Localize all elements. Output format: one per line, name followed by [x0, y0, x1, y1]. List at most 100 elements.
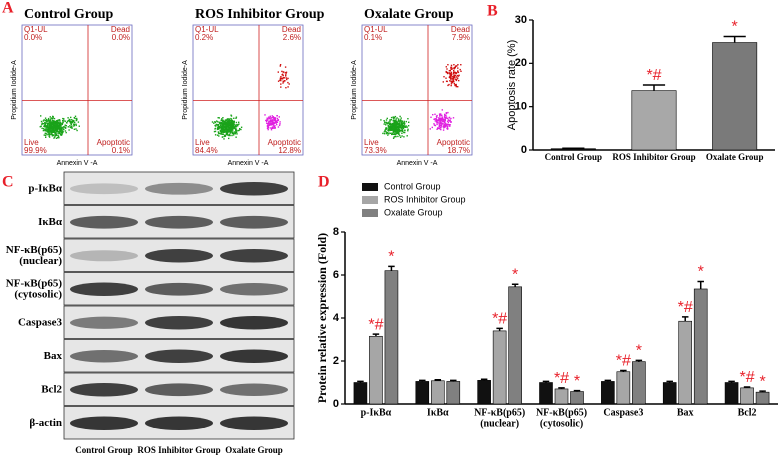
- event-dot: [396, 120, 398, 123]
- event-dot: [390, 128, 392, 131]
- blot-band: [70, 215, 138, 229]
- event-dot: [51, 125, 54, 128]
- event-dot: [445, 77, 447, 79]
- event-dot: [224, 128, 227, 130]
- event-dot: [399, 120, 401, 122]
- error-bar: [666, 380, 673, 383]
- event-dot: [269, 115, 271, 117]
- blot-band: [145, 416, 213, 431]
- event-dot: [441, 118, 443, 121]
- event-dot: [48, 123, 50, 125]
- event-dot: [388, 121, 390, 123]
- event-dot: [287, 77, 289, 80]
- event-dot: [449, 70, 451, 72]
- event-dot: [268, 127, 270, 129]
- event-dot: [401, 120, 404, 123]
- event-dot: [222, 130, 225, 132]
- event-dot: [451, 68, 453, 70]
- event-dot: [445, 117, 447, 119]
- bar: [632, 361, 646, 405]
- quadrant-label: Q1-UL: [195, 25, 219, 34]
- event-dot: [401, 128, 404, 130]
- event-dot: [398, 123, 400, 125]
- event-dot: [442, 129, 445, 131]
- event-dot: [450, 68, 452, 70]
- blot-band: [145, 383, 213, 397]
- bar: [492, 330, 507, 405]
- event-dot: [228, 118, 230, 120]
- event-dot: [439, 122, 442, 124]
- event-dot: [49, 116, 51, 118]
- event-dot: [266, 127, 269, 129]
- event-dot: [237, 123, 239, 126]
- event-dot: [62, 127, 64, 129]
- event-dot: [444, 124, 446, 126]
- event-dot: [40, 120, 43, 123]
- error-bar: [743, 386, 751, 388]
- event-dot: [59, 131, 61, 133]
- event-dot: [46, 131, 49, 133]
- event-dot: [62, 131, 64, 133]
- event-dot: [61, 122, 64, 125]
- event-dot: [276, 119, 278, 121]
- event-dot: [393, 133, 395, 135]
- blot-band: [70, 183, 138, 195]
- event-dot: [223, 120, 226, 123]
- event-dot: [452, 77, 455, 79]
- event-dot: [438, 113, 441, 115]
- event-dot: [448, 117, 450, 119]
- event-dot: [393, 118, 395, 120]
- event-dot: [44, 124, 46, 126]
- event-dot: [47, 117, 50, 120]
- event-dot: [220, 122, 222, 124]
- event-dot: [59, 120, 61, 122]
- event-dot: [395, 129, 397, 132]
- event-dot: [224, 122, 226, 124]
- significance-label: *#: [740, 369, 755, 386]
- error-bar: [573, 389, 581, 392]
- x-tick-label: Bcl2: [738, 407, 757, 418]
- significance-label: *#: [368, 316, 383, 333]
- event-dot: [450, 66, 453, 68]
- event-dot: [58, 137, 60, 139]
- event-dot: [401, 129, 404, 131]
- event-dot: [454, 74, 457, 77]
- event-dot: [235, 136, 237, 138]
- event-dot: [224, 131, 226, 133]
- event-dot: [450, 78, 452, 80]
- event-dot: [279, 64, 282, 66]
- event-dot: [271, 124, 273, 126]
- event-dot: [67, 117, 69, 119]
- event-dot: [217, 121, 219, 123]
- event-dot: [219, 126, 221, 128]
- event-dot: [222, 128, 225, 130]
- event-dot: [75, 123, 77, 125]
- event-dot: [74, 117, 76, 119]
- event-dot: [401, 122, 403, 124]
- quadrant-value: 0.1%: [112, 146, 130, 155]
- event-dot: [222, 133, 225, 135]
- event-dot: [457, 77, 459, 79]
- event-dot: [62, 121, 64, 123]
- event-dot: [390, 119, 392, 121]
- x-tick-label: (nuclear): [480, 418, 519, 429]
- event-dot: [52, 130, 54, 132]
- event-dot: [393, 131, 395, 133]
- event-dot: [64, 130, 67, 132]
- event-dot: [70, 116, 72, 119]
- event-dot: [443, 116, 446, 118]
- event-dot: [382, 132, 384, 135]
- event-dot: [441, 117, 443, 119]
- event-dot: [59, 126, 61, 129]
- event-dot: [219, 127, 221, 129]
- x-tick-label: NF-κB(p65): [536, 407, 587, 418]
- legend-label: Oxalate Group: [384, 207, 443, 217]
- event-dot: [60, 133, 62, 136]
- event-dot: [395, 133, 398, 135]
- flow-frame: [21, 24, 133, 156]
- event-dot: [227, 129, 229, 131]
- event-dot: [60, 130, 62, 132]
- event-dot: [450, 83, 453, 85]
- event-dot: [50, 127, 53, 129]
- event-dot: [444, 116, 446, 119]
